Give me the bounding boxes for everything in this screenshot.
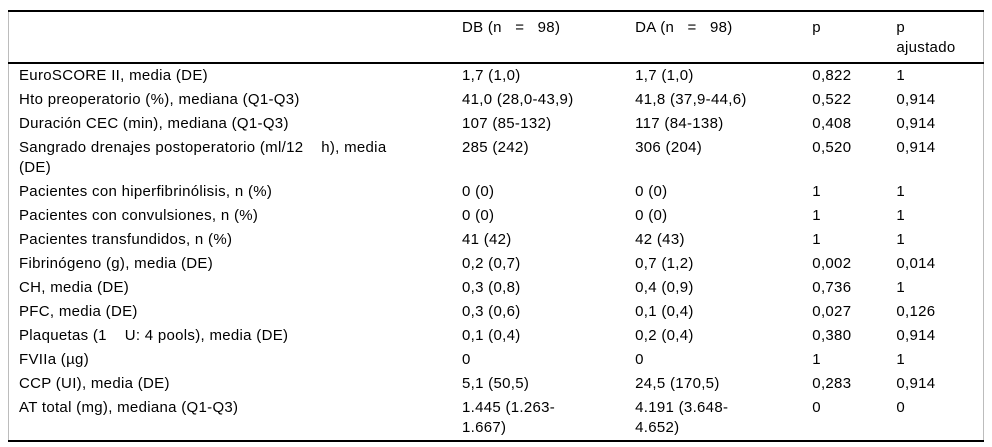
- db-value: 0,2 (0,7): [461, 255, 521, 272]
- p-adjusted-value: 0,914: [896, 91, 936, 108]
- da-value: 0 (0): [635, 183, 668, 200]
- da-value: 0,4 (0,9): [635, 279, 694, 296]
- db-value: 1,7 (1,0): [461, 67, 521, 84]
- p-value: 1: [812, 207, 821, 224]
- p-value: 1: [812, 231, 821, 248]
- table-body: EuroSCORE II, media (DE) 1,7 (1,0) 1,7 (…: [9, 63, 984, 441]
- row-label: Pacientes con convulsiones, n (%): [19, 207, 259, 224]
- row-label: CCP (UI), media (DE): [19, 375, 170, 392]
- da-value: 0,2 (0,4): [635, 327, 694, 344]
- db-value: 107 (85-132): [461, 115, 552, 132]
- table-row: Plaquetas (1 U: 4 pools), media (DE) 0,1…: [9, 324, 984, 348]
- p-adjusted-value: 1: [896, 351, 906, 368]
- db-value: 0,3 (0,6): [461, 303, 521, 320]
- table-row: Hto preoperatorio (%), mediana (Q1-Q3) 4…: [9, 88, 984, 112]
- da-value: 0,7 (1,2): [635, 255, 694, 272]
- table-row: AT total (mg), mediana (Q1-Q3) 1.445 (1.…: [9, 396, 984, 441]
- row-label: Sangrado drenajes postoperatorio (ml/12 …: [19, 139, 387, 176]
- p-adjusted-value: 1: [896, 207, 906, 224]
- db-value: 1.445 (1.263- 1.667): [461, 399, 556, 436]
- db-value: 0 (0): [461, 207, 495, 224]
- db-value: 0,1 (0,4): [461, 327, 521, 344]
- p-value: 1: [812, 351, 821, 368]
- p-value: 0,520: [812, 139, 852, 156]
- table-row: CCP (UI), media (DE) 5,1 (50,5) 24,5 (17…: [9, 372, 984, 396]
- p-value: 0,822: [812, 67, 852, 84]
- column-header-p-ajustado: p ajustado: [896, 19, 956, 56]
- p-adjusted-value: 0,914: [896, 375, 936, 392]
- p-value: 0,002: [812, 255, 852, 272]
- p-adjusted-value: 0,914: [896, 139, 936, 156]
- table-row: Pacientes transfundidos, n (%) 41 (42) 4…: [9, 228, 984, 252]
- db-value: 41 (42): [461, 231, 512, 248]
- da-value: 1,7 (1,0): [635, 67, 694, 84]
- p-adjusted-value: 1: [896, 67, 906, 84]
- p-value: 0: [812, 399, 821, 416]
- column-header-da: DA (n = 98): [635, 19, 733, 36]
- row-label: CH, media (DE): [19, 279, 130, 296]
- table-row: Pacientes con convulsiones, n (%) 0 (0) …: [9, 204, 984, 228]
- db-value: 0: [461, 351, 471, 368]
- p-adjusted-value: 1: [896, 183, 906, 200]
- db-value: 5,1 (50,5): [461, 375, 530, 392]
- row-label: Hto preoperatorio (%), mediana (Q1-Q3): [19, 91, 300, 108]
- table-row: Pacientes con hiperfibrinólisis, n (%) 0…: [9, 180, 984, 204]
- p-adjusted-value: 1: [896, 231, 906, 248]
- p-value: 0,283: [812, 375, 852, 392]
- p-adjusted-value: 0,014: [896, 255, 936, 272]
- p-value: 1: [812, 183, 821, 200]
- row-label: AT total (mg), mediana (Q1-Q3): [19, 399, 239, 416]
- row-label: EuroSCORE II, media (DE): [19, 67, 208, 84]
- p-adjusted-value: 0,914: [896, 115, 936, 132]
- p-value: 0,380: [812, 327, 852, 344]
- row-label: PFC, media (DE): [19, 303, 138, 320]
- column-header-p: p: [812, 19, 821, 36]
- da-value: 0: [635, 351, 644, 368]
- table-row: EuroSCORE II, media (DE) 1,7 (1,0) 1,7 (…: [9, 63, 984, 88]
- p-value: 0,522: [812, 91, 852, 108]
- header-row: DB (n = 98) DA (n = 98) p p ajustado: [8, 11, 984, 63]
- da-value: 0 (0): [635, 207, 668, 224]
- db-value: 41,0 (28,0-43,9): [461, 91, 574, 108]
- table-header: DB (n = 98) DA (n = 98) p p ajustado: [8, 11, 984, 63]
- da-value: 42 (43): [635, 231, 685, 248]
- table-row: Fibrinógeno (g), media (DE) 0,2 (0,7) 0,…: [9, 252, 984, 276]
- p-adjusted-value: 0,126: [896, 303, 936, 320]
- p-value: 0,027: [812, 303, 852, 320]
- p-adjusted-value: 0: [896, 399, 906, 416]
- table-row: CH, media (DE) 0,3 (0,8) 0,4 (0,9) 0,736…: [9, 276, 984, 300]
- table-row: PFC, media (DE) 0,3 (0,6) 0,1 (0,4) 0,02…: [9, 300, 984, 324]
- row-label: Pacientes transfundidos, n (%): [19, 231, 233, 248]
- table-row: Duración CEC (min), mediana (Q1-Q3) 107 …: [9, 112, 984, 136]
- row-label: FVIIa (µg): [19, 351, 89, 368]
- results-table: DB (n = 98) DA (n = 98) p p ajustado Eur…: [8, 10, 984, 442]
- db-value: 285 (242): [461, 139, 529, 156]
- row-label: Pacientes con hiperfibrinólisis, n (%): [19, 183, 273, 200]
- p-value: 0,408: [812, 115, 852, 132]
- p-adjusted-value: 1: [896, 279, 906, 296]
- da-value: 41,8 (37,9-44,6): [635, 91, 747, 108]
- da-value: 0,1 (0,4): [635, 303, 694, 320]
- p-adjusted-value: 0,914: [896, 327, 936, 344]
- da-value: 306 (204): [635, 139, 703, 156]
- db-value: 0 (0): [461, 183, 495, 200]
- da-value: 24,5 (170,5): [635, 375, 720, 392]
- db-value: 0,3 (0,8): [461, 279, 521, 296]
- p-value: 0,736: [812, 279, 852, 296]
- da-value: 4.191 (3.648- 4.652): [635, 399, 729, 436]
- da-value: 117 (84-138): [635, 115, 724, 132]
- column-header-db: DB (n = 98): [461, 19, 561, 36]
- row-label: Duración CEC (min), mediana (Q1-Q3): [19, 115, 289, 132]
- table-row: Sangrado drenajes postoperatorio (ml/12 …: [9, 136, 984, 180]
- column-header-variable: [9, 11, 462, 63]
- row-label: Plaquetas (1 U: 4 pools), media (DE): [19, 327, 289, 344]
- row-label: Fibrinógeno (g), media (DE): [19, 255, 214, 272]
- table-row: FVIIa (µg) 0 0 1 1: [9, 348, 984, 372]
